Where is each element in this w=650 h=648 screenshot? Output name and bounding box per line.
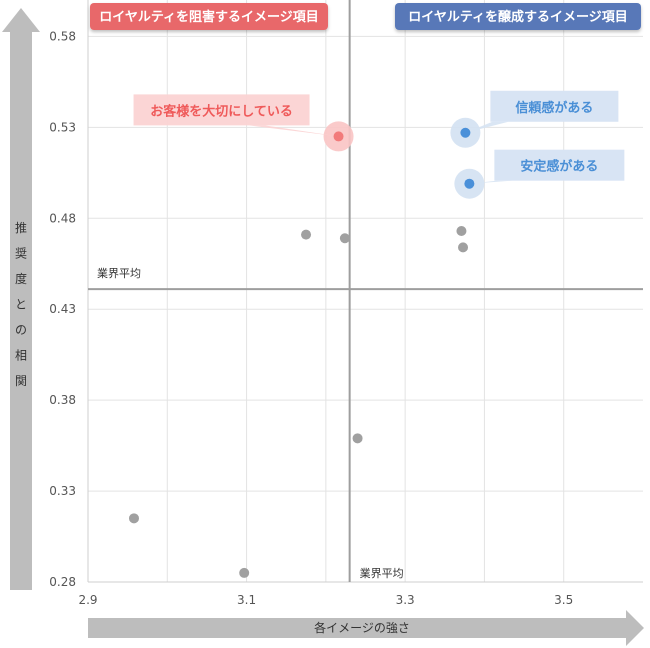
y-axis-title-char: 関 (15, 374, 27, 388)
y-axis-title-char: 推 (15, 221, 27, 235)
svg-text:ロイヤルティを阻害するイメージ項目: ロイヤルティを阻害するイメージ項目 (99, 9, 319, 25)
scatter-point (458, 242, 469, 253)
y-axis-title-char: と (15, 298, 27, 312)
x-axis-title: 各イメージの強さ (314, 620, 410, 635)
gridlines (87, 0, 643, 583)
tick-labels: 0.58 0.53 0.48 0.43 0.38 0.33 0.282.9 3.1 3.3 3.5 (49, 29, 573, 607)
y-tick-label: 0.28 (49, 575, 76, 589)
y-axis-title-char: の (15, 323, 27, 337)
y-tick-label: 0.53 (49, 120, 76, 134)
y-tick-label: 0.58 (49, 29, 76, 43)
scatter-point (352, 433, 363, 444)
y-axis-title-char: 度 (15, 271, 27, 286)
data-points (128, 127, 475, 578)
y-tick-label: 0.48 (49, 211, 76, 225)
quadrant-label-left: ロイヤルティを阻害するイメージ項目 (90, 3, 328, 30)
x-tick-label: 3.5 (554, 593, 573, 607)
quadrant-label-right: ロイヤルティを醸成するイメージ項目 (395, 3, 641, 30)
quadrant-labels: ロイヤルティを阻害するイメージ項目 ロイヤルティを醸成するイメージ項目 (90, 3, 641, 30)
callout: 安定感がある (469, 149, 625, 184)
scatter-point (456, 225, 467, 236)
callout-text: お客様を大切にしている (150, 103, 293, 119)
scatter-point (333, 131, 344, 142)
scatter-point (128, 513, 139, 524)
plot-area (88, 0, 643, 582)
y-axis-arrow (2, 8, 40, 590)
x-tick-label: 3.1 (237, 593, 256, 607)
y-tick-label: 0.38 (49, 393, 76, 407)
x-tick-label: 3.3 (396, 593, 415, 607)
callout: 信頼感がある (465, 90, 619, 133)
scatter-point (460, 127, 471, 138)
scatter-point (301, 229, 312, 240)
y-tick-label: 0.33 (49, 484, 76, 498)
x-axis-arrow (88, 610, 644, 646)
svg-text:ロイヤルティを醸成するイメージ項目: ロイヤルティを醸成するイメージ項目 (408, 9, 628, 25)
callout-text: 安定感がある (520, 159, 598, 175)
scatter-point (239, 567, 250, 578)
callout: お客様を大切にしている (133, 94, 339, 137)
y-tick-label: 0.43 (49, 302, 76, 316)
scatter-point (339, 233, 350, 244)
average-label-horizontal: 業界平均 (97, 267, 141, 280)
callout-text: 信頼感がある (515, 100, 593, 116)
x-tick-label: 2.9 (78, 593, 97, 607)
average-label-vertical: 業界平均 (360, 567, 404, 580)
y-axis-title-char: 相 (15, 349, 27, 363)
y-axis-title-char: 奨 (15, 247, 27, 261)
scatter-point (464, 178, 475, 189)
